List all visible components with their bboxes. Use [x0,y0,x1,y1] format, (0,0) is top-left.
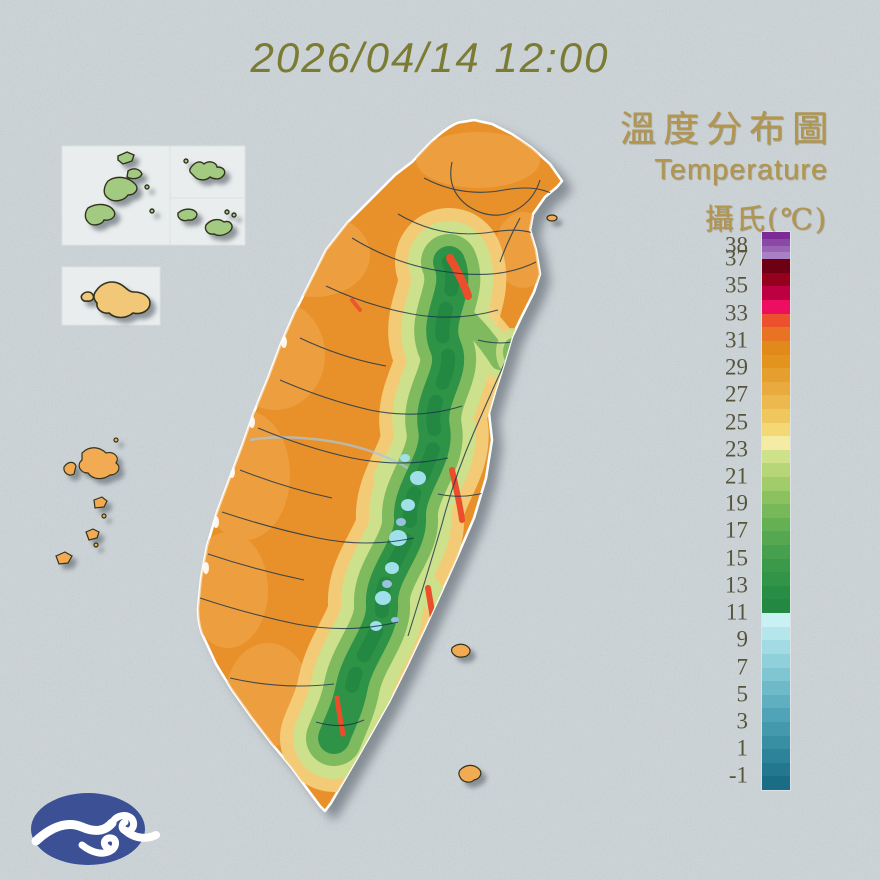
colorbar-segment [762,626,790,641]
colorbar-segment [762,477,790,491]
dongyin-islands-inset [183,158,226,181]
colorbar-tick: 3 [736,708,749,734]
colorbar-segment [762,749,790,763]
colorbar-segment [762,381,790,396]
colorbar-segment [762,490,790,505]
guishan-islet [546,214,558,222]
colorbar-segment [762,340,790,355]
green-island [451,643,471,658]
legend-unit-label: 攝氏(℃) [704,202,828,236]
kinmen-island-inset [80,281,151,319]
colorbar-ticks: 38 37 35 33 31 29 27 25 23 21 19 17 15 13 11 9 7 5 3 1 -1 [688,232,754,790]
colorbar-segment [762,708,790,722]
cwb-logo [31,793,160,865]
penghu-islands [55,437,120,565]
offshore-islets [451,214,558,783]
colorbar-tick: 27 [725,381,748,407]
colorbar-segment [762,395,790,409]
colorbar-tick: 5 [736,681,749,707]
colorbar-tick: 31 [725,327,748,353]
colorbar-segment [762,368,790,382]
colorbar-segment [762,735,790,750]
colorbar-segment [762,517,790,532]
colorbar-segment [762,721,790,736]
inset-boxes [61,145,246,326]
colorbar-segment [762,776,790,791]
colorbar-tick: 21 [725,463,748,489]
colorbar-segment [762,667,790,682]
matsu-islands-inset [84,151,155,226]
colorbar-segment [762,599,790,614]
colorbar-tick: 29 [725,354,748,380]
colorbar-tick: 37 [725,245,748,271]
colorbar-segment [762,653,790,668]
colorbar-segment [762,300,790,314]
colorbar-segment [762,545,790,559]
legend-title-en: Temperature [654,154,828,186]
colorbar-segment [762,504,790,518]
legend: 溫度分布圖 Temperature 攝氏(℃) [620,100,828,238]
colorbar-tick: 35 [725,272,748,298]
cwb-logo-swirl-icon [31,812,160,857]
colorbar-tick: 1 [736,735,749,761]
timestamp: 2026/04/14 12:00 [250,34,610,81]
colorbar-segment [762,232,790,239]
colorbar-segment [762,313,790,328]
colorbar-segment [762,259,790,273]
wuqiu-islands-inset [177,208,237,237]
colorbar-tick: 9 [736,626,749,652]
colorbar-tick: 13 [725,572,748,598]
colorbar-segment [762,408,790,423]
colorbar-tick: -1 [728,762,748,788]
colorbar-segment [762,585,790,600]
colorbar-segment [762,449,790,464]
colorbar-segment [762,327,790,341]
central-mountains [280,208,528,792]
colorbar-segment [762,463,790,477]
colorbar-segment [762,613,790,627]
colorbar-tick: 11 [725,599,748,625]
county-boundaries [199,161,557,727]
colorbar [762,232,790,791]
colorbar-segment [762,245,790,253]
colorbar-segment [762,762,790,777]
colorbar-segment [762,694,790,709]
colorbar-tick: 15 [725,545,748,571]
colorbar-tick: 33 [725,300,748,326]
colorbar-segment [762,252,790,260]
peak-cold-spots [370,454,426,631]
colorbar-segment [762,681,790,695]
colorbar-segment [762,436,790,450]
colorbar-segment [762,572,790,586]
taiwan-island [196,118,564,813]
colorbar-tick: 19 [725,490,748,516]
colorbar-tick: 25 [725,409,748,435]
colorbar-segment [762,238,790,246]
legend-title-zh: 溫度分布圖 [619,109,835,150]
colorbar-segment [762,558,790,573]
orchid-island [458,764,482,783]
colorbar-segment [762,640,790,654]
colorbar-tick: 23 [725,436,748,462]
colorbar-segment [762,354,790,369]
colorbar-tick: 38 [725,232,748,258]
colorbar-segment [762,422,790,437]
colorbar-segment [762,531,790,546]
river [249,436,409,470]
colorbar-tick: 17 [725,517,748,543]
colorbar-segment [762,286,790,301]
colorbar-tick: 7 [736,653,749,679]
colorbar-segment [762,272,790,287]
